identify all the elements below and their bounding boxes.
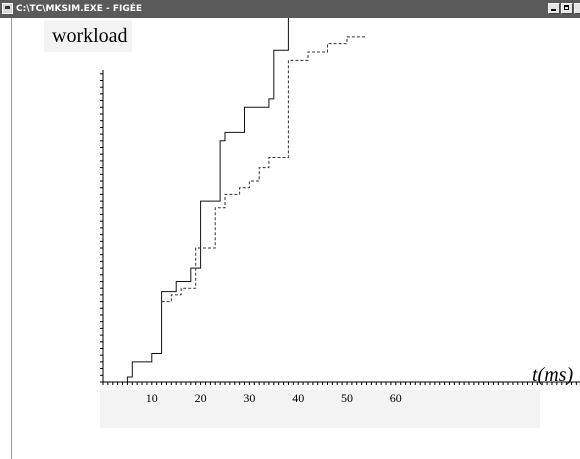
close-icon[interactable] [574,3,580,14]
minimize-icon[interactable] [548,3,560,14]
x-tick-label: 10 [146,391,158,405]
x-tick-label: 30 [243,391,255,405]
window-title: C:\TC\MKSIM.EXE - FIGÉE [16,4,143,14]
x-tick-label: 60 [390,391,402,405]
window-frame-left [0,18,12,459]
series-layer [126,18,367,382]
x-tick-label: 50 [341,391,353,405]
maximize-icon[interactable] [561,3,573,14]
x-axis-label: t(ms) [532,364,574,386]
x-tick-label: 40 [292,391,304,405]
chart-area [12,18,580,459]
x-tick-label: 20 [195,391,207,405]
y-axis-label: workload [44,20,132,52]
series-dashed-line [161,36,367,303]
dos-window-icon[interactable] [2,3,13,14]
series-solid-line [126,18,289,382]
title-bar[interactable]: C:\TC\MKSIM.EXE - FIGÉE [0,0,580,18]
x-tick-labels: 10 20 30 40 50 60 [146,391,402,405]
axis-label-strip [100,390,540,428]
